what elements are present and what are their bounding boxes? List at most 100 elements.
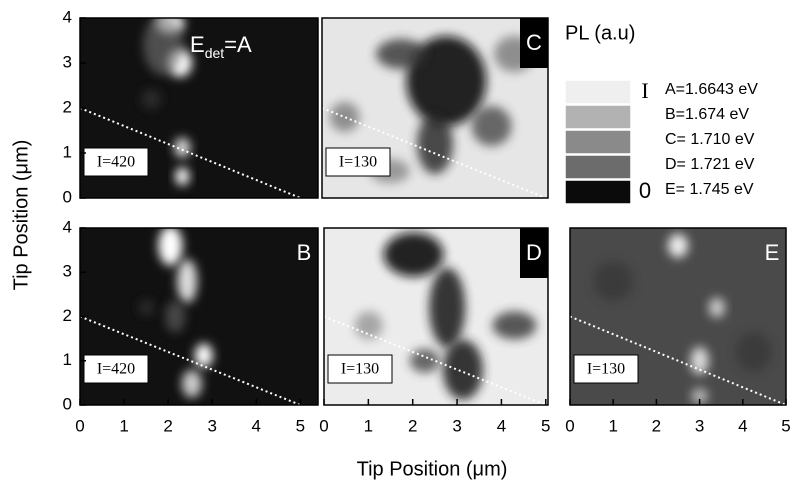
map-texture <box>406 36 487 126</box>
map-texture <box>138 299 155 316</box>
panel-label-part: =A <box>224 32 252 57</box>
panel-label-box <box>520 18 548 68</box>
map-texture <box>593 261 634 302</box>
x-tick-label: 1 <box>119 416 128 435</box>
map-texture <box>354 311 383 340</box>
guide-line <box>570 315 786 405</box>
panel-label: Edet=A <box>190 32 252 61</box>
panel: I=130 C <box>321 17 549 199</box>
map-texture <box>165 300 186 333</box>
y-tick-label: 1 <box>63 142 72 161</box>
intensity-box <box>83 147 149 177</box>
map-texture <box>691 388 708 405</box>
panel: I=130 D 0 1 2 3 4 5 <box>319 227 551 435</box>
x-tick-label: 0 <box>75 416 84 435</box>
y-tick-label: 0 <box>63 187 72 206</box>
map-texture <box>442 339 483 400</box>
x-tick-label: 3 <box>207 416 216 435</box>
y-tick-label: 3 <box>63 52 72 71</box>
map-texture <box>181 369 202 398</box>
legend-label: E= 1.745 eV <box>665 181 754 198</box>
x-tick-label: 4 <box>738 416 747 435</box>
panel-frame <box>569 227 787 406</box>
panel-frame <box>321 17 549 199</box>
legend-label: A=1.6643 eV <box>665 81 758 98</box>
x-tick-label: 2 <box>163 416 172 435</box>
y-tick-label: 4 <box>63 217 72 236</box>
y-tick-label: 2 <box>63 97 72 116</box>
panel: I=130 E 0 1 2 3 4 5 <box>565 227 791 435</box>
legend-low: 0 <box>639 178 651 203</box>
legend-swatch <box>564 104 632 130</box>
y-tick-label: 1 <box>63 350 72 369</box>
y-axis-label: Tip Position (μm) <box>10 140 32 291</box>
map-texture <box>174 137 191 158</box>
intensity-box <box>325 147 391 177</box>
legend-swatch <box>564 179 632 205</box>
legend-swatch <box>564 154 632 180</box>
x-axis-label: Tip Position (μm) <box>357 458 508 480</box>
map-texture <box>175 167 190 186</box>
x-tick-label: 2 <box>652 416 661 435</box>
y-tick-label: 4 <box>63 7 72 26</box>
map-texture <box>383 232 444 277</box>
panel: I=420 Edet=A 0 1 2 3 4 <box>63 7 319 206</box>
x-tick-label: 5 <box>781 416 790 435</box>
map-texture <box>492 311 537 340</box>
map-texture <box>376 39 427 69</box>
map-texture <box>668 233 688 258</box>
map-image <box>80 228 318 405</box>
map-texture <box>429 267 466 348</box>
x-tick-label: 3 <box>695 416 704 435</box>
y-tick-label: 2 <box>63 306 72 325</box>
intensity-label: I=130 <box>339 154 377 171</box>
panel-label-part: det <box>205 45 225 61</box>
panel-label: B <box>297 240 312 265</box>
map-texture <box>143 18 184 75</box>
panel-label: E <box>765 240 780 265</box>
intensity-label: I=420 <box>97 361 135 378</box>
map-texture <box>409 348 440 373</box>
map-texture <box>329 102 360 132</box>
map-texture <box>735 331 772 372</box>
legend-label: D= 1.721 eV <box>665 156 755 173</box>
intensity-box <box>327 354 393 384</box>
x-tick-label: 4 <box>497 416 506 435</box>
map-texture <box>417 114 453 174</box>
x-tick-label: 0 <box>565 416 574 435</box>
panel-label-box <box>520 228 548 278</box>
x-tick-label: 4 <box>252 416 261 435</box>
legend-label: C= 1.710 eV <box>665 131 755 148</box>
intensity-label: I=130 <box>587 361 625 378</box>
x-tick-label: 2 <box>408 416 417 435</box>
legend: PL (a.u) A=1.6643 eV B=1.674 eV C= 1.710 eV… <box>564 22 758 205</box>
y-tick-label: 3 <box>63 262 72 281</box>
intensity-box <box>83 354 149 384</box>
legend-label: B=1.674 eV <box>665 106 749 123</box>
legend-high: I <box>641 78 648 103</box>
x-tick-label: 1 <box>608 416 617 435</box>
y-tick-label: 0 <box>63 394 72 413</box>
map-texture <box>471 106 512 146</box>
legend-title: PL (a.u) <box>565 22 635 44</box>
x-tick-label: 5 <box>541 416 550 435</box>
legend-swatch <box>564 129 632 155</box>
x-tick-label: 1 <box>364 416 373 435</box>
map-texture <box>708 297 725 318</box>
panel: I=420 B 0 1 2 3 4 0 1 2 3 4 5 <box>63 217 319 435</box>
intensity-label: I=130 <box>341 361 379 378</box>
panel-label: C <box>526 30 542 55</box>
x-tick-label: 0 <box>319 416 328 435</box>
panel-label: D <box>526 240 542 265</box>
panel-label-part: E <box>190 32 205 57</box>
intensity-box <box>573 354 639 384</box>
map-texture <box>141 89 162 109</box>
guide-line <box>322 107 547 198</box>
map-texture <box>158 228 183 266</box>
x-tick-label: 3 <box>452 416 461 435</box>
panel-frame <box>323 227 549 406</box>
map-texture <box>177 259 198 304</box>
legend-swatch <box>564 79 632 105</box>
x-tick-label: 5 <box>296 416 305 435</box>
